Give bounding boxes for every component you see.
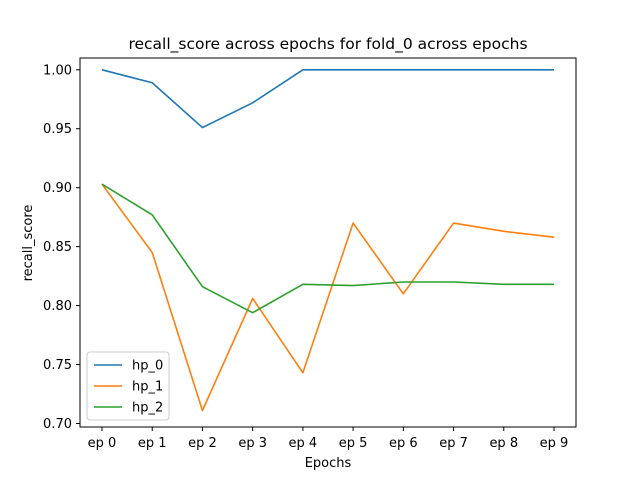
x-tick-label: ep 3 [238,436,267,451]
y-tick-label: 0.90 [43,181,72,196]
y-tick-label: 0.70 [43,417,72,432]
legend-label-hp_0: hp_0 [132,359,163,374]
plot-frame [79,57,577,428]
x-axis: ep 0 ep 1 ep 2 ep 3 ep 4 ep 5 ep 6 ep 7 ep 8 ep 9 [88,427,569,451]
x-tick-label: ep 7 [439,436,468,451]
y-tick-label: 0.75 [43,358,72,373]
x-tick-label: ep 9 [540,436,569,451]
x-tick-label: ep 6 [389,436,418,451]
x-tick-label: ep 5 [339,436,368,451]
legend-label-hp_1: hp_1 [132,380,163,395]
series-line-hp_1 [101,183,555,412]
legend: hp_0 hp_1 hp_2 [86,351,170,421]
legend-box [86,351,170,421]
plot-lines [101,68,555,412]
x-tick-label: ep 4 [289,436,318,451]
y-axis-label: recall_score [21,205,36,282]
y-tick-label: 1.00 [43,63,72,78]
series-line-hp_0 [101,68,554,129]
x-tick-label: ep 1 [138,436,167,451]
x-axis-label: Epochs [305,456,352,471]
x-tick-label: ep 8 [489,436,518,451]
x-tick-label: ep 2 [188,436,217,451]
y-tick-label: 0.85 [43,240,72,255]
series-line-hp_2 [101,183,554,314]
x-tick-label: ep 0 [88,436,117,451]
chart-title: recall_score across epochs for fold_0 ac… [128,35,527,54]
y-tick-label: 0.80 [43,299,72,314]
y-axis: 0.70 0.75 0.80 0.85 0.90 0.95 1.00 [43,63,80,432]
y-tick-label: 0.95 [43,122,72,137]
legend-label-hp_2: hp_2 [132,401,163,416]
